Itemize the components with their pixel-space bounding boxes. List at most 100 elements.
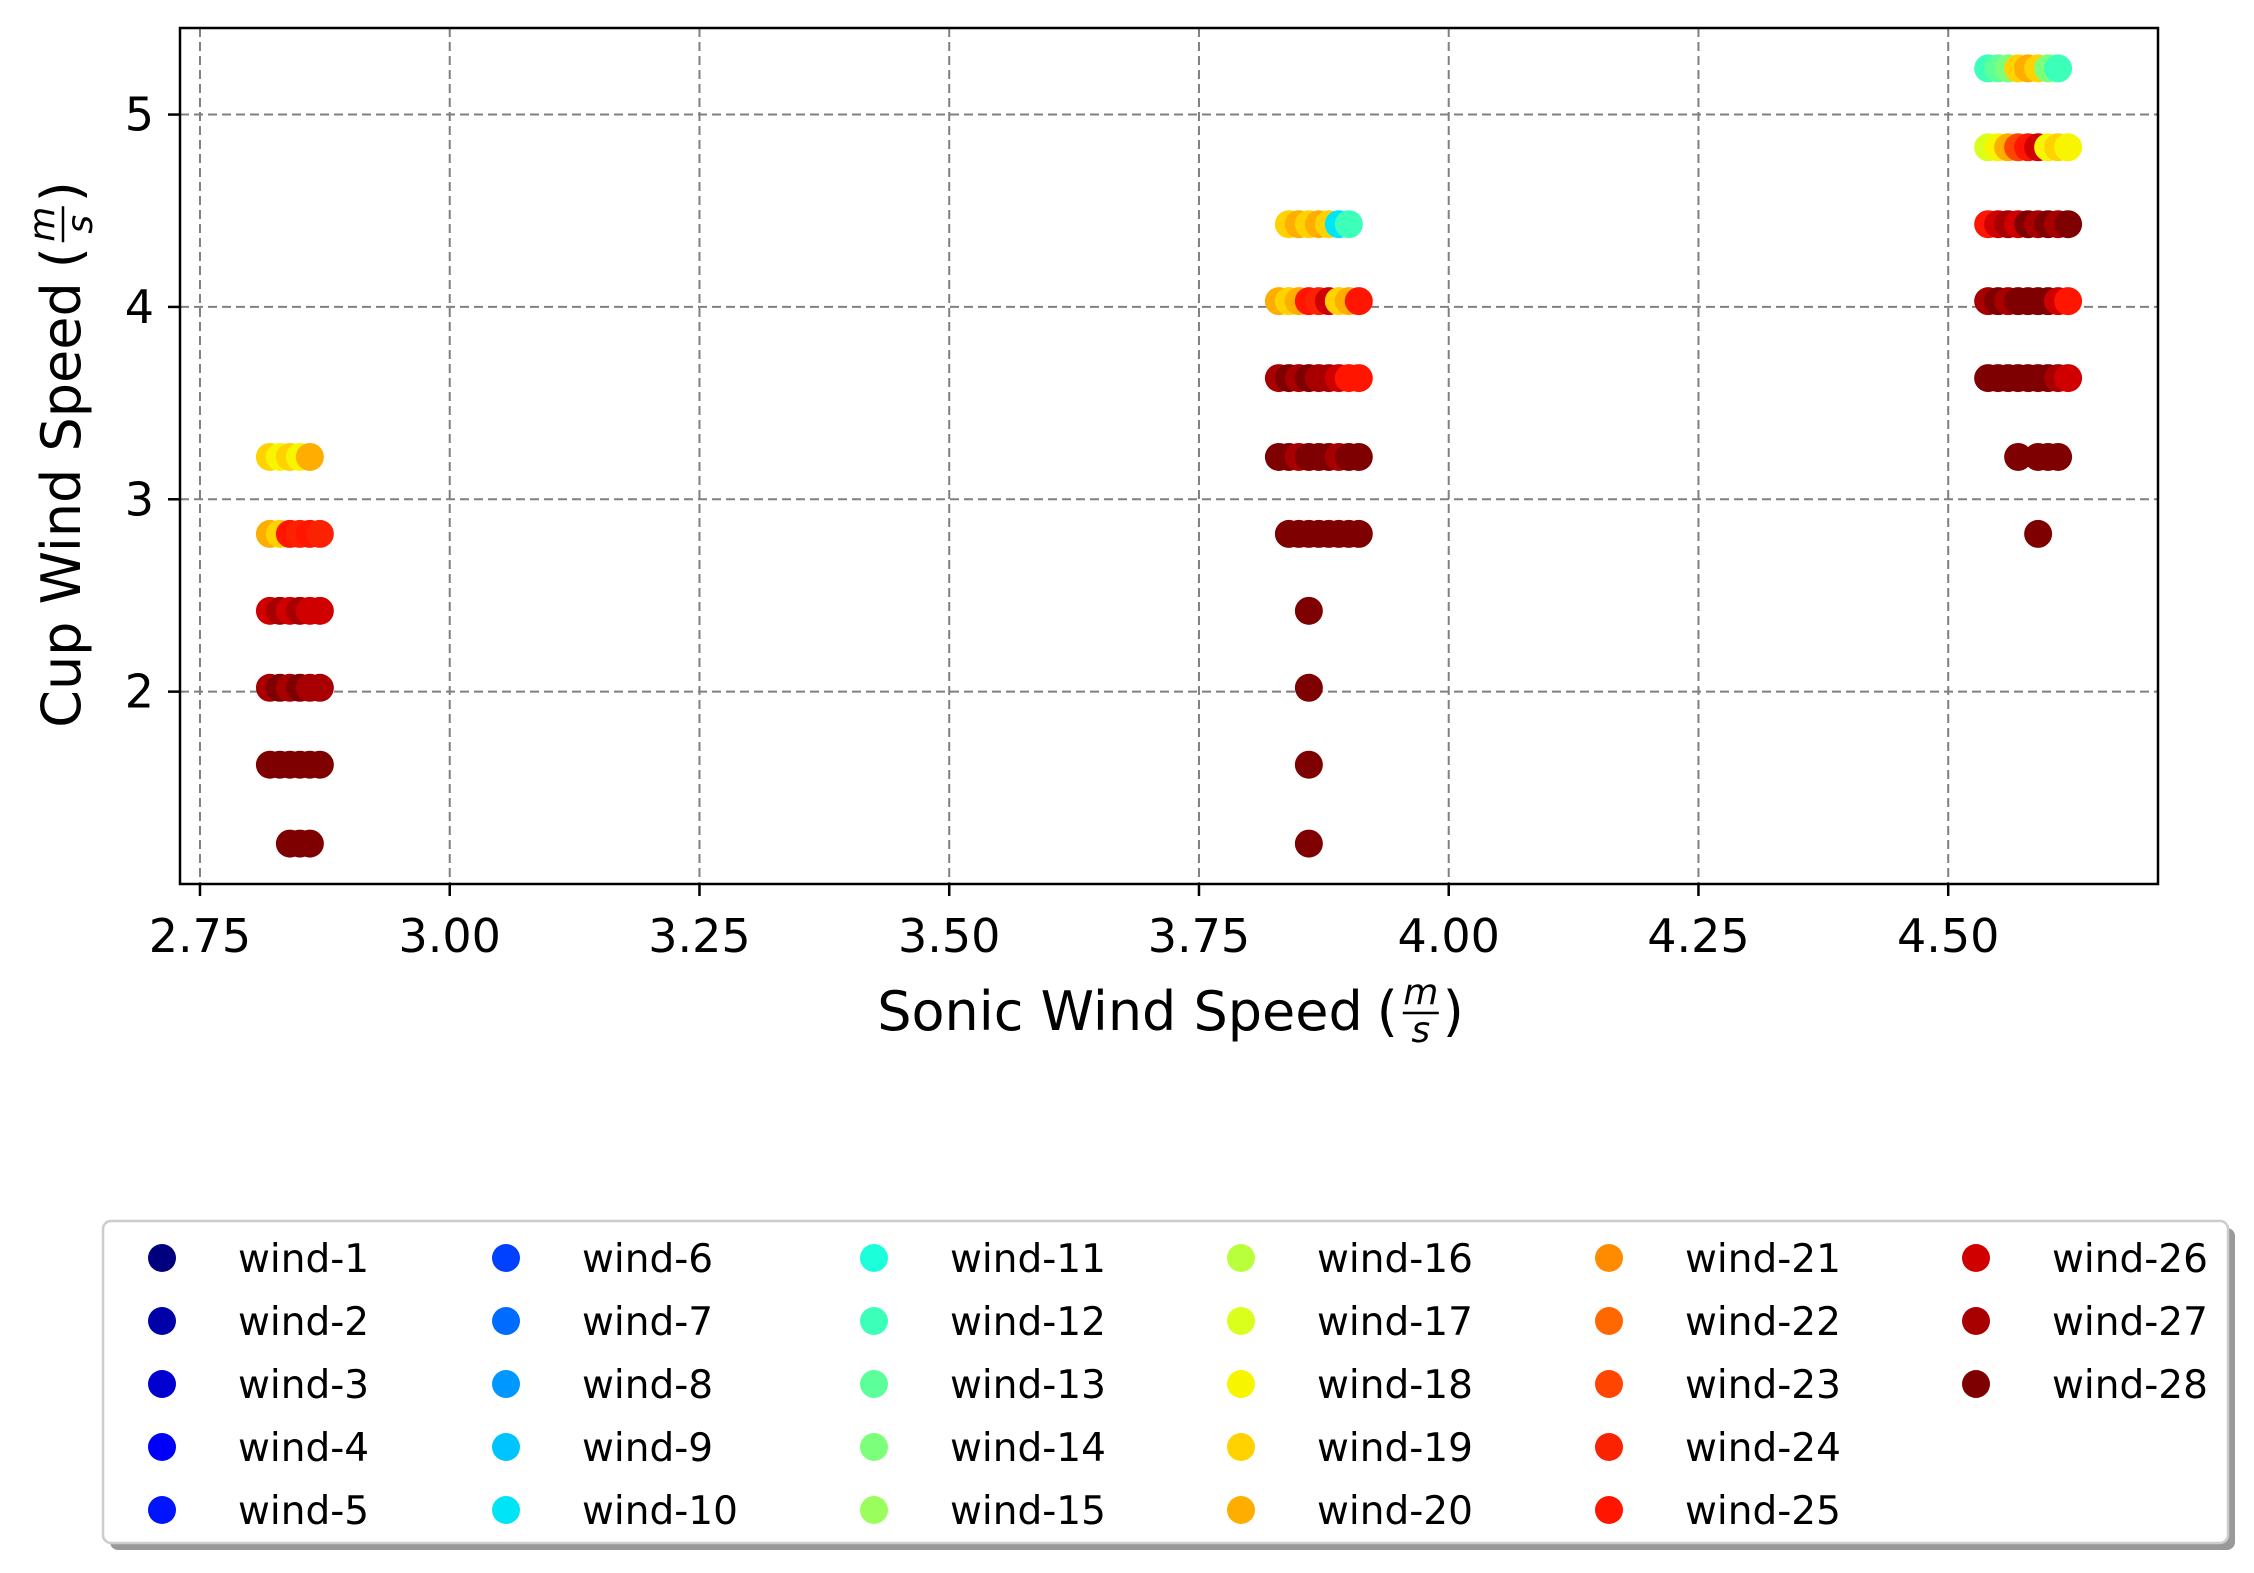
legend-item-wind-6: wind-6 (492, 1237, 713, 1282)
x-tick-label: 4.25 (1647, 909, 1749, 963)
legend-marker (1595, 1496, 1623, 1524)
legend-label: wind-21 (1685, 1237, 1841, 1282)
legend-label: wind-10 (582, 1489, 738, 1534)
legend-label: wind-14 (950, 1426, 1106, 1471)
x-tick-label: 2.75 (149, 909, 251, 963)
legend-label: wind-22 (1685, 1300, 1841, 1345)
legend-marker (492, 1307, 520, 1335)
legend-label: wind-1 (238, 1237, 369, 1282)
legend-label: wind-6 (582, 1237, 713, 1282)
x-tick-label: 4.00 (1398, 909, 1500, 963)
legend-marker (1595, 1244, 1623, 1272)
legend-label: wind-13 (950, 1363, 1106, 1408)
y-tick-label: 2 (125, 665, 154, 719)
data-point-wind-26 (2054, 364, 2083, 393)
legend-label: wind-8 (582, 1363, 713, 1408)
legend-label: wind-17 (1317, 1300, 1473, 1345)
unit-paren-open: ( (30, 247, 93, 268)
legend-item-wind-20: wind-20 (1227, 1489, 1473, 1534)
unit-denominator: s (1411, 1010, 1430, 1051)
legend-marker (860, 1496, 888, 1524)
legend-item-wind-28: wind-28 (1962, 1363, 2208, 1408)
legend-marker (148, 1496, 176, 1524)
data-point-wind-28 (1294, 596, 1323, 625)
unit-paren-open: ( (1377, 980, 1398, 1043)
unit-numerator: m (22, 207, 63, 242)
legend-item-wind-16: wind-16 (1227, 1237, 1473, 1282)
unit-paren-close: ) (30, 181, 93, 202)
legend-label: wind-2 (238, 1300, 369, 1345)
data-point-wind-25 (2054, 287, 2083, 316)
legend-item-wind-22: wind-22 (1595, 1300, 1841, 1345)
legend-marker (148, 1433, 176, 1461)
data-point-wind-28 (2054, 210, 2083, 239)
legend-item-wind-11: wind-11 (860, 1237, 1106, 1282)
data-point-wind-28 (1294, 673, 1323, 702)
legend-box (101, 1219, 2230, 1545)
data-point-wind-28 (2004, 442, 2033, 471)
legend: wind-1 wind-2 wind-3 wind-4 wind-5 wind-6 wind… (101, 1219, 2235, 1550)
y-axis-label-text: Cup Wind Speed (30, 282, 93, 728)
legend-marker (860, 1370, 888, 1398)
legend-item-wind-5: wind-5 (148, 1489, 369, 1534)
legend-item-wind-24: wind-24 (1595, 1426, 1841, 1471)
data-point-wind-26 (305, 596, 334, 625)
legend-marker (1962, 1307, 1990, 1335)
y-tick-label: 4 (125, 280, 154, 334)
data-point-wind-20 (295, 442, 324, 471)
legend-label: wind-16 (1317, 1237, 1473, 1282)
legend-label: wind-20 (1317, 1489, 1473, 1534)
unit-numerator: m (1403, 972, 1438, 1013)
legend-item-wind-12: wind-12 (860, 1300, 1106, 1345)
legend-item-wind-17: wind-17 (1227, 1300, 1473, 1345)
legend-entries: wind-1 wind-2 wind-3 wind-4 wind-5 wind-6 wind… (148, 1237, 2208, 1534)
legend-item-wind-7: wind-7 (492, 1300, 713, 1345)
legend-marker (148, 1307, 176, 1335)
legend-item-wind-10: wind-10 (492, 1489, 738, 1534)
legend-item-wind-9: wind-9 (492, 1426, 713, 1471)
grid-lines (180, 28, 2158, 884)
data-point-wind-28 (1294, 829, 1323, 858)
legend-label: wind-28 (2052, 1363, 2208, 1408)
y-tick-label: 3 (125, 472, 154, 526)
legend-label: wind-26 (2052, 1237, 2208, 1282)
legend-label: wind-12 (950, 1300, 1106, 1345)
data-point-wind-28 (2044, 442, 2073, 471)
svg-text:Cup Wind Speed: Cup Wind Speed (30, 282, 93, 728)
data-point-wind-12 (1334, 210, 1363, 239)
legend-label: wind-7 (582, 1300, 713, 1345)
data-point-wind-12 (2044, 54, 2073, 83)
legend-marker (1595, 1433, 1623, 1461)
x-tick-label: 3.75 (1148, 909, 1250, 963)
axis-ticks: 2.75 3.00 3.25 3.50 3.75 4.00 4.25 4.50 2 3 4 5 (125, 88, 2000, 963)
legend-marker (1227, 1307, 1255, 1335)
legend-marker (860, 1307, 888, 1335)
legend-marker (1227, 1433, 1255, 1461)
legend-label: wind-15 (950, 1489, 1106, 1534)
legend-marker (860, 1244, 888, 1272)
y-axis-label: Cup Wind Speed ( ms) (22, 181, 101, 728)
data-point-wind-18 (2054, 133, 2083, 162)
legend-marker (148, 1370, 176, 1398)
x-axis-unit: (ms) (1377, 972, 1464, 1051)
unit-denominator: s (60, 215, 101, 234)
legend-marker (860, 1433, 888, 1461)
legend-item-wind-2: wind-2 (148, 1300, 369, 1345)
data-point-wind-28 (305, 750, 334, 779)
data-point-wind-28 (2024, 519, 2053, 548)
legend-item-wind-21: wind-21 (1595, 1237, 1841, 1282)
legend-marker (1227, 1370, 1255, 1398)
x-tick-label: 3.25 (648, 909, 750, 963)
legend-label: wind-23 (1685, 1363, 1841, 1408)
legend-marker (1227, 1244, 1255, 1272)
legend-label: wind-18 (1317, 1363, 1473, 1408)
legend-item-wind-25: wind-25 (1595, 1489, 1841, 1534)
data-point-wind-25 (1344, 287, 1373, 316)
legend-marker (1595, 1370, 1623, 1398)
legend-label: wind-3 (238, 1363, 369, 1408)
legend-item-wind-15: wind-15 (860, 1489, 1106, 1534)
legend-item-wind-19: wind-19 (1227, 1426, 1473, 1471)
legend-label: wind-4 (238, 1426, 369, 1471)
legend-item-wind-4: wind-4 (148, 1426, 369, 1471)
data-point-wind-28 (1344, 519, 1373, 548)
